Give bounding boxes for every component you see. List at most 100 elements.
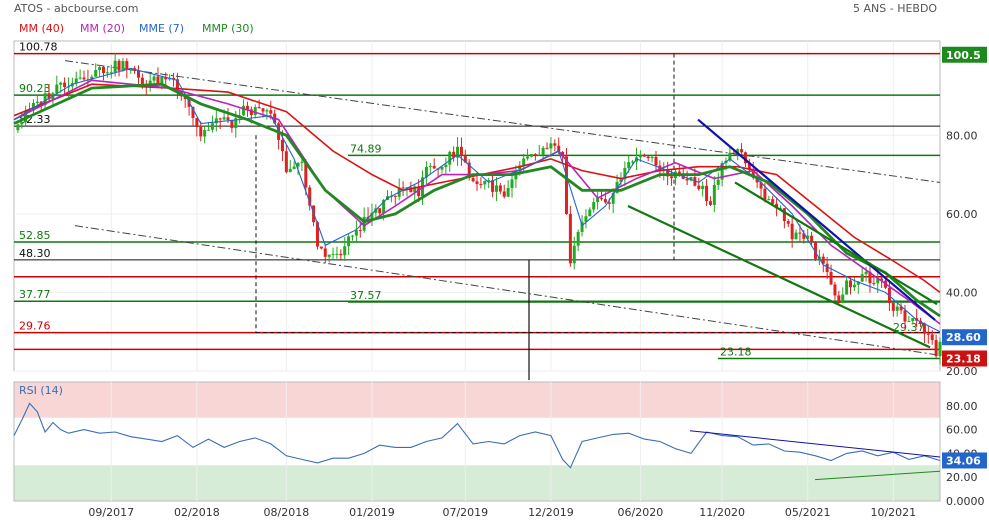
candle-body	[43, 93, 47, 106]
chart-period: 5 ANS - HEBDO	[853, 2, 938, 15]
rsi-panel	[13, 381, 941, 502]
candle-body	[203, 130, 207, 137]
candle-body	[24, 110, 28, 122]
price-tag	[942, 329, 987, 346]
candle-body	[343, 246, 347, 256]
candle-body	[837, 295, 841, 303]
low-tag	[942, 350, 987, 367]
x-tick-label: 12/2019	[528, 506, 574, 519]
y-tick-label: 20.00	[946, 365, 978, 378]
candle-body	[413, 186, 417, 193]
level-label: 48.30	[19, 247, 51, 260]
level-label: 100.78	[19, 41, 58, 54]
candle-body	[689, 177, 693, 181]
candle-body	[821, 256, 825, 264]
candle-body	[856, 281, 860, 285]
channel-lower	[74, 225, 941, 356]
candle-body	[20, 121, 24, 125]
candle-body	[802, 233, 806, 239]
candle-body	[619, 179, 623, 182]
candle-body	[125, 61, 129, 70]
candle-body	[922, 323, 926, 334]
candle-body	[245, 105, 249, 110]
candle-body	[300, 161, 304, 163]
candle-body	[849, 280, 853, 288]
candle-body	[226, 117, 230, 120]
candle-body	[280, 139, 284, 152]
candle-body	[475, 181, 479, 184]
candle-body	[347, 236, 351, 247]
candle-body	[218, 118, 222, 120]
rsi-title: RSI (14)	[19, 384, 63, 397]
candle-body	[767, 199, 771, 201]
candle-body	[697, 185, 701, 190]
candle-body	[319, 246, 323, 249]
candle-body	[798, 232, 802, 234]
candle-body	[794, 232, 798, 240]
candle-body	[775, 203, 779, 209]
candle-body	[444, 164, 448, 167]
candle-body	[257, 107, 261, 109]
level-label: 74.89	[350, 142, 382, 155]
candle-body	[265, 110, 269, 112]
candle-body	[140, 77, 144, 86]
candle-body	[852, 284, 856, 288]
candle-body	[623, 167, 627, 180]
candle-body	[191, 106, 195, 118]
candle-body	[518, 165, 522, 172]
candle-body	[331, 253, 335, 255]
candle-body	[790, 223, 794, 240]
candle-body	[872, 282, 876, 284]
candle-body	[701, 185, 705, 190]
candle-body	[813, 242, 817, 259]
candle-body	[362, 216, 366, 231]
candle-body	[109, 72, 113, 74]
legend-mm40: MM (40)	[19, 22, 65, 35]
y-tick-label: 40.00	[946, 286, 978, 299]
candle-body	[94, 70, 98, 77]
candle-body	[101, 67, 105, 74]
price-tag-label: 28.60	[946, 331, 981, 344]
candle-body	[358, 230, 362, 232]
candle-body	[156, 76, 160, 85]
candle-body	[354, 230, 358, 236]
candle-body	[603, 199, 607, 203]
candle-body	[479, 183, 483, 185]
candle-body	[522, 158, 526, 166]
candle-body	[339, 253, 343, 256]
candle-body	[829, 271, 833, 285]
candle-body	[876, 278, 880, 284]
candle-body	[705, 185, 709, 202]
candle-body	[28, 110, 32, 112]
candle-body	[572, 245, 576, 264]
chart-title: ATOS - abcbourse.com	[14, 2, 139, 15]
candle-body	[681, 175, 685, 179]
candle-body	[234, 118, 238, 129]
candle-body	[736, 149, 740, 154]
candle-body	[498, 185, 502, 192]
candle-body	[304, 161, 308, 188]
level-label: 29.76	[19, 320, 51, 333]
candle-body	[926, 333, 930, 335]
candle-body	[160, 76, 164, 85]
candle-body	[607, 202, 611, 204]
candle-body	[751, 169, 755, 178]
candle-body	[732, 152, 736, 154]
candle-body	[35, 101, 39, 103]
candle-body	[378, 208, 382, 214]
candle-body	[549, 143, 553, 149]
x-tick-label: 06/2020	[618, 506, 664, 519]
y-tick-label: 60.00	[946, 208, 978, 221]
candle-body	[459, 146, 463, 157]
candle-body	[907, 321, 911, 323]
candle-body	[666, 169, 670, 177]
candle-body	[401, 187, 405, 189]
x-tick-label: 10/2021	[870, 506, 916, 519]
candle-body	[510, 179, 514, 188]
candle-body	[315, 222, 319, 247]
candle-body	[382, 200, 386, 214]
candle-body	[584, 216, 588, 222]
channel-upper	[64, 60, 941, 183]
candle-body	[833, 284, 837, 296]
series-mmp30	[13, 82, 941, 318]
